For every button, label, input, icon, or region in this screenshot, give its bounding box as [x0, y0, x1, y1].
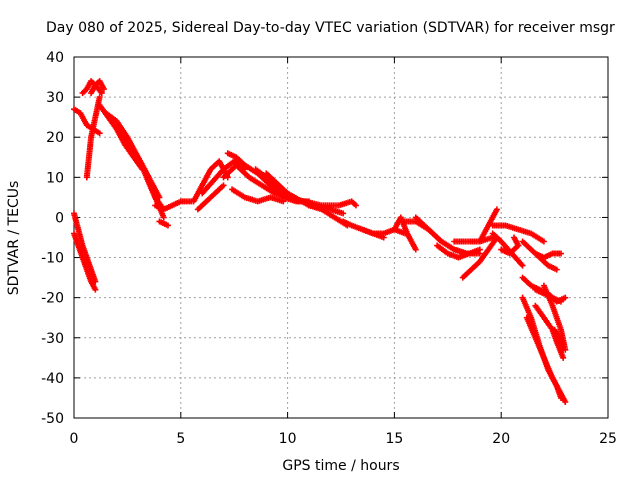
x-tick-label: 25 [599, 431, 617, 447]
series-trace-ag [489, 222, 547, 245]
data-point [96, 94, 103, 101]
y-tick-label: -30 [41, 331, 64, 347]
data-point [340, 210, 347, 217]
series-trace-aj [511, 234, 522, 249]
series-trace-z [391, 214, 419, 253]
series-trace-o [194, 182, 227, 213]
series-trace-b [71, 210, 99, 285]
data-point [558, 250, 565, 257]
data-point [100, 86, 107, 93]
series-trace-as [551, 326, 567, 353]
x-tick-label: 5 [176, 431, 185, 447]
data-point [98, 90, 105, 97]
y-tick-label: 10 [46, 170, 64, 186]
series-trace-a [71, 230, 99, 293]
series-trace-ad [451, 234, 496, 245]
x-tick-label: 10 [279, 431, 297, 447]
x-tick-labels: 0 5 10 15 20 25 [70, 431, 617, 447]
x-tick-label: 0 [70, 431, 79, 447]
series-trace-af [476, 206, 500, 245]
series-trace-v [284, 194, 359, 209]
data-point [352, 202, 359, 209]
y-axis-label: SDTVAR / TECUs [6, 181, 22, 296]
data-point [560, 346, 567, 353]
data-point [476, 246, 483, 253]
series-layer [71, 78, 569, 405]
y-tick-label: -50 [41, 411, 64, 427]
y-tick-label: -40 [41, 371, 64, 387]
series-trace-s [229, 186, 287, 205]
series-trace-ar [540, 282, 569, 353]
series-trace-an [519, 274, 569, 305]
data-point [553, 266, 560, 273]
series-trace-ai [498, 242, 522, 257]
data-point [160, 214, 167, 221]
data-point [220, 182, 227, 189]
axis-ticks [73, 56, 609, 419]
x-tick-label: 15 [385, 431, 403, 447]
y-tick-labels: 40 30 20 10 0 -10 -20 -30 -40 -50 [41, 50, 64, 427]
series-trace-f [88, 78, 107, 97]
data-point [562, 294, 569, 301]
series-trace-y [359, 226, 409, 237]
data-point [92, 278, 99, 285]
series-trace-k [143, 174, 167, 221]
data-point [562, 398, 569, 405]
series-trace-ap [523, 314, 569, 405]
grid [74, 57, 608, 418]
chart-title: Day 080 of 2025, Sidereal Day-to-day VTE… [46, 20, 615, 36]
series-trace-ah [489, 230, 526, 269]
series-trace-ac [434, 242, 483, 261]
data-point [280, 198, 287, 205]
data-point [493, 206, 500, 213]
series-trace-m [156, 218, 171, 229]
data-point [560, 354, 567, 361]
series-trace-l [152, 198, 195, 213]
series-trace-e [83, 94, 103, 181]
y-tick-label: -20 [41, 291, 64, 307]
y-tick-label: 30 [46, 90, 64, 106]
x-tick-label: 20 [492, 431, 510, 447]
data-point [412, 246, 419, 253]
y-tick-label: 20 [46, 130, 64, 146]
x-axis-label: GPS time / hours [282, 458, 399, 474]
series-trace-al [532, 250, 565, 261]
y-tick-label: -10 [41, 251, 64, 267]
y-tick-label: 40 [46, 50, 64, 66]
data-point [540, 238, 547, 245]
data-point [515, 242, 522, 249]
plot-frame [73, 56, 609, 419]
data-point [164, 222, 171, 229]
y-tick-label: 0 [55, 210, 64, 226]
data-point [92, 286, 99, 293]
series-trace-w [305, 202, 351, 229]
data-point [519, 262, 526, 269]
data-point [96, 130, 103, 137]
